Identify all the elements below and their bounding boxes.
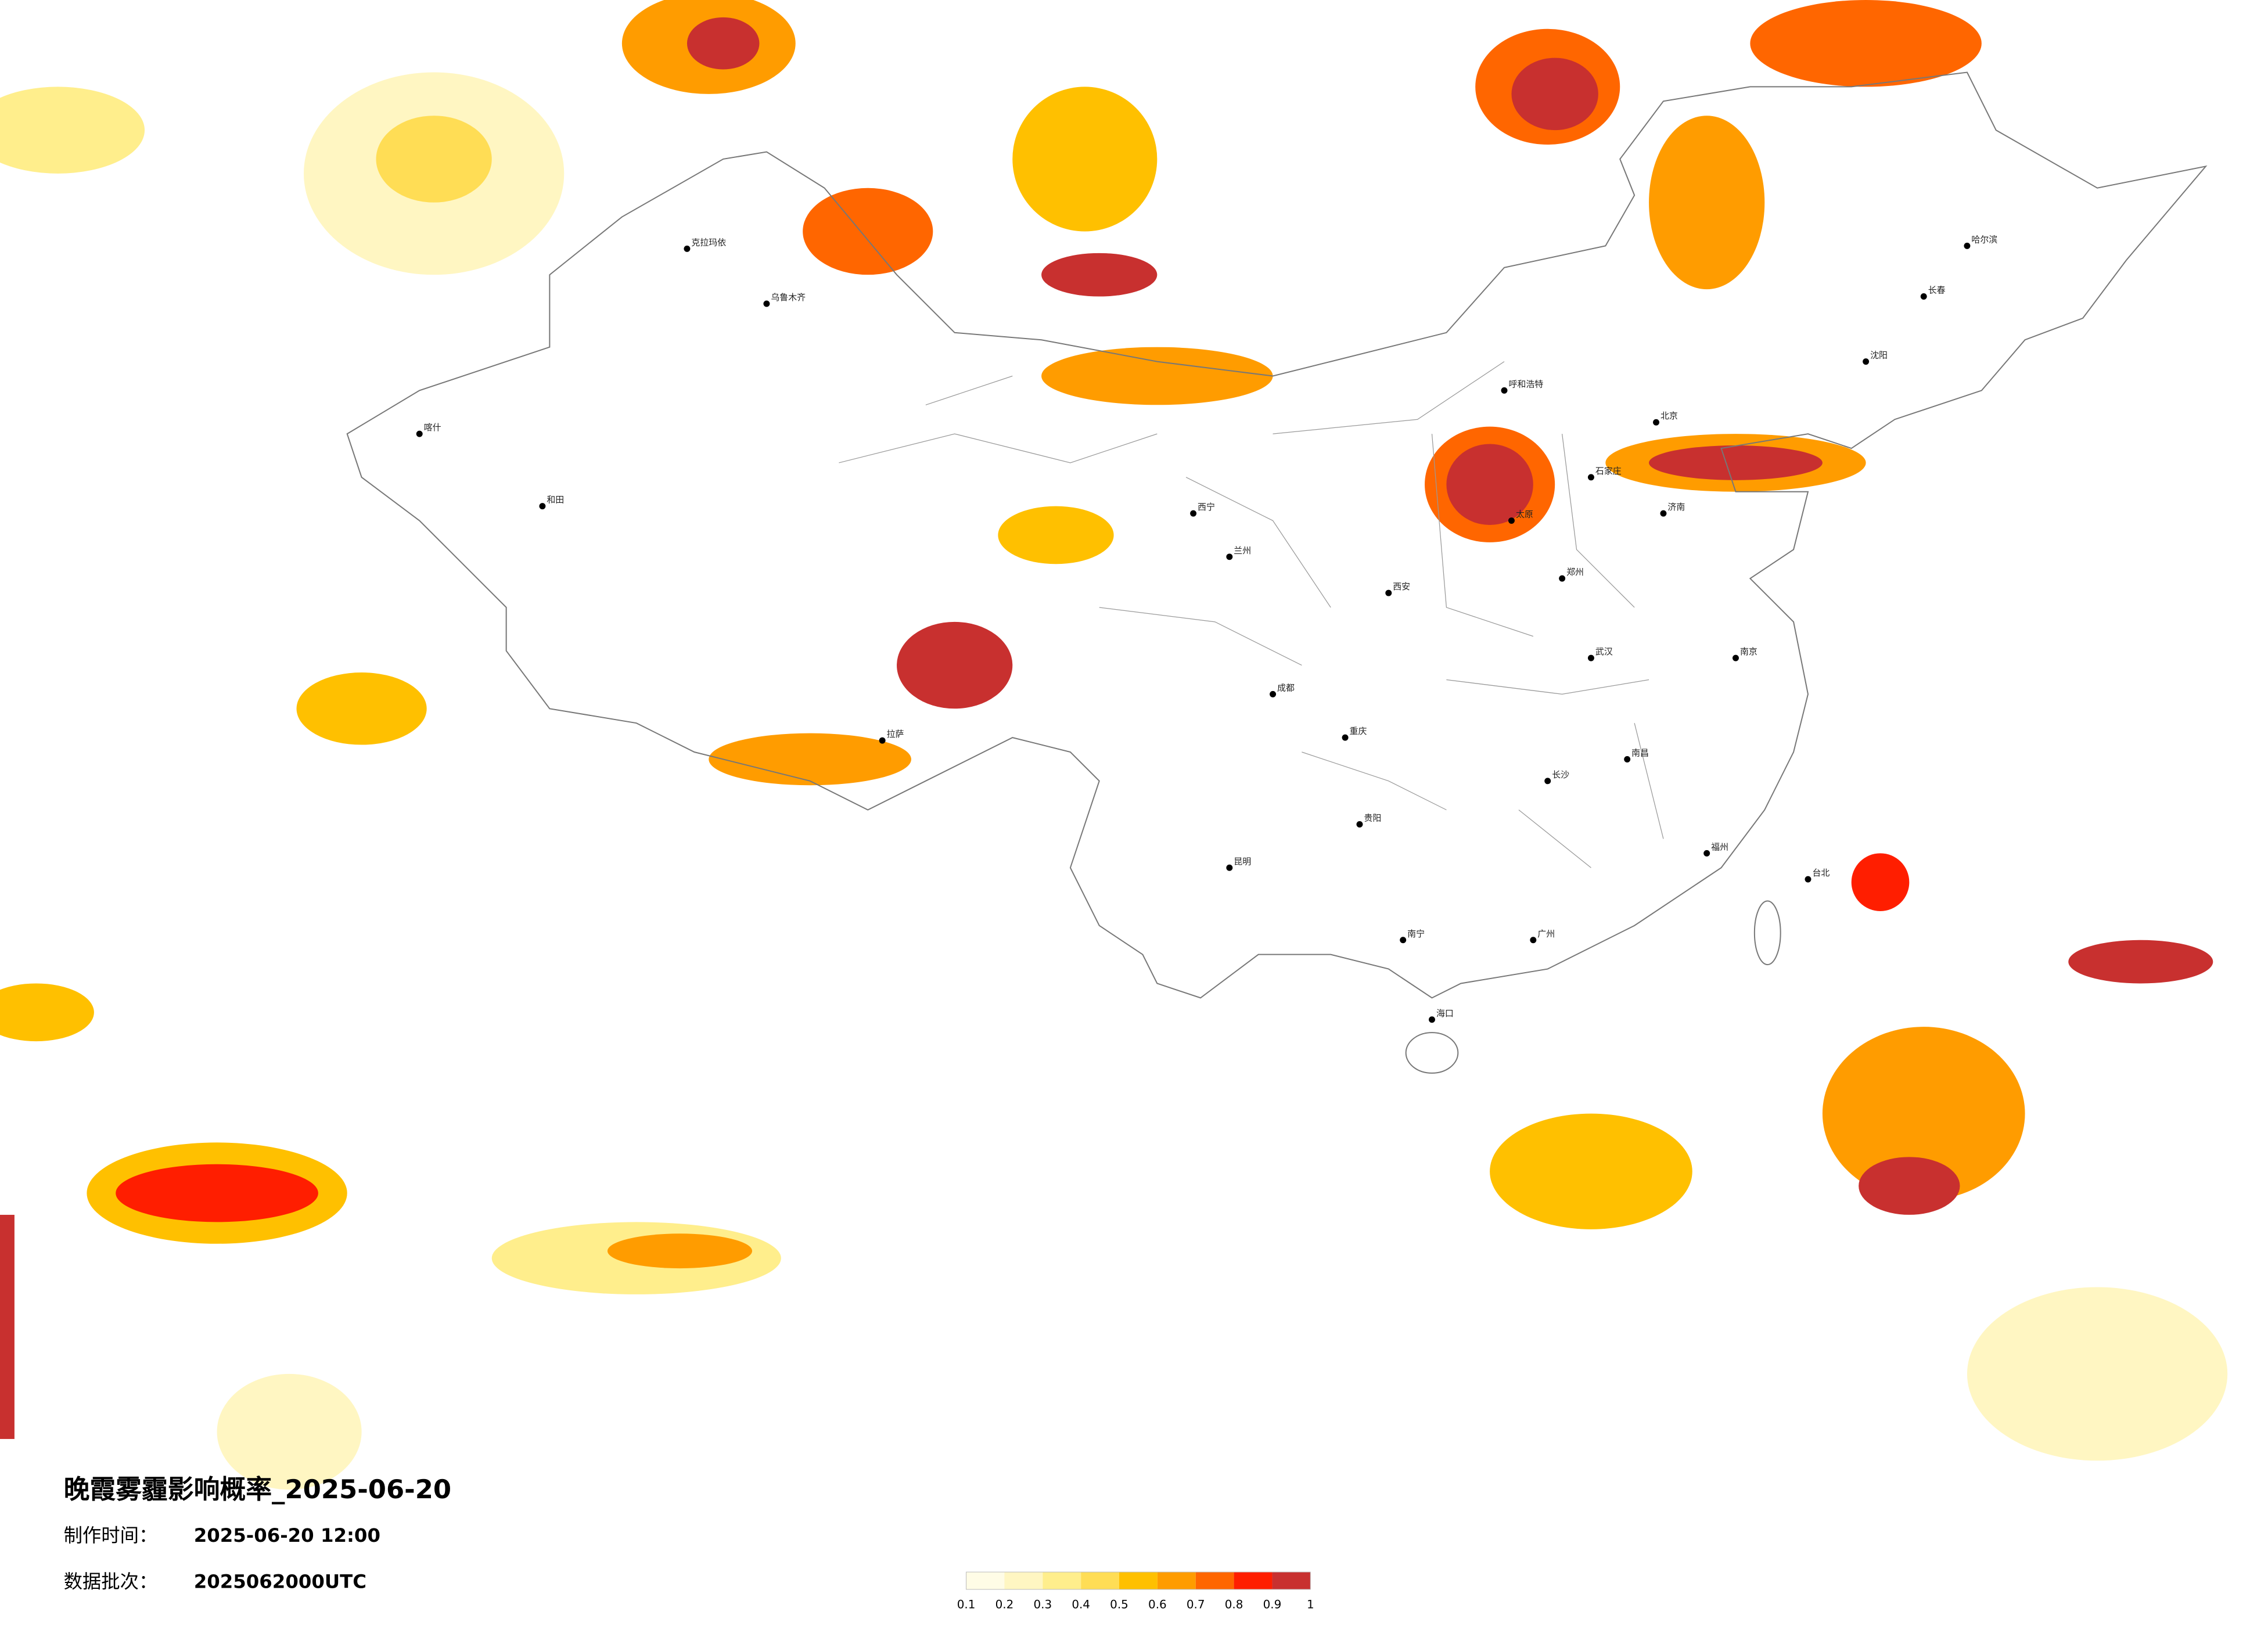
city-label: 喀什 — [424, 422, 441, 433]
city-dot — [1587, 474, 1594, 481]
legend-tick-label: 0.5 — [1110, 1598, 1128, 1611]
city-label: 乌鲁木齐 — [771, 292, 806, 303]
city-label: 济南 — [1667, 502, 1685, 512]
legend-tick-label: 0.3 — [1033, 1598, 1052, 1611]
city-label: 广州 — [1537, 929, 1555, 939]
city-dot — [684, 245, 691, 252]
city-label: 台北 — [1812, 868, 1830, 878]
city-dot — [1226, 864, 1233, 871]
city-label: 哈尔滨 — [1971, 234, 1997, 244]
heat-layer — [0, 0, 2228, 1490]
city-dot — [1400, 937, 1407, 944]
legend: 0.1 0.2 0.3 0.4 0.5 0.6 0.7 0.8 0.9 1 — [957, 1571, 1314, 1611]
island-outline — [1405, 1032, 1459, 1074]
city-label: 长沙 — [1552, 769, 1569, 780]
legend-tick-label: 0.8 — [1225, 1598, 1243, 1611]
city-label: 重庆 — [1350, 726, 1367, 736]
city-dot — [1429, 1016, 1435, 1023]
city-dot — [1356, 821, 1363, 828]
city-label: 武汉 — [1595, 646, 1613, 657]
city-label: 拉萨 — [887, 729, 904, 739]
legend-tick-label: 1 — [1307, 1598, 1314, 1611]
city-label: 石家庄 — [1595, 466, 1622, 476]
city-dot — [763, 300, 770, 307]
country-outline — [346, 71, 2208, 999]
island-outline — [1753, 900, 1781, 966]
legend-swatch — [1234, 1572, 1273, 1589]
legend-swatch — [966, 1572, 1005, 1589]
city-dot — [1733, 654, 1739, 661]
city-label: 呼和浩特 — [1508, 379, 1543, 389]
production-time-value: 2025-06-20 12:00 — [194, 1524, 380, 1546]
legend-tick-label: 0.7 — [1187, 1598, 1205, 1611]
city-dot — [1559, 575, 1566, 582]
legend-tick-label: 0.2 — [995, 1598, 1014, 1611]
city-dot — [1501, 387, 1508, 394]
legend-frame — [966, 1571, 1311, 1590]
city-dot — [1703, 850, 1710, 857]
legend-tick-label: 0.9 — [1263, 1598, 1282, 1611]
city-label: 昆明 — [1234, 856, 1251, 866]
city-dot — [879, 737, 886, 744]
city-dot — [1964, 242, 1971, 249]
city-dot — [1508, 517, 1515, 524]
legend-swatch — [1272, 1572, 1311, 1589]
city-label: 西宁 — [1198, 502, 1215, 512]
city-label: 贵阳 — [1364, 813, 1381, 823]
legend-swatch — [1081, 1572, 1120, 1589]
city-dot — [1385, 589, 1392, 596]
city-label: 沈阳 — [1870, 350, 1888, 361]
city-dot — [1530, 937, 1537, 944]
legend-swatch — [1043, 1572, 1081, 1589]
city-label: 海口 — [1436, 1008, 1454, 1019]
city-label: 北京 — [1660, 411, 1678, 421]
city-dot — [1342, 734, 1349, 741]
city-dot — [1805, 876, 1811, 883]
city-dot — [1544, 778, 1551, 785]
city-label: 兰州 — [1234, 545, 1251, 556]
city-dot — [1587, 654, 1594, 661]
city-dot — [1920, 293, 1927, 300]
city-label: 郑州 — [1566, 567, 1584, 577]
legend-tick-label: 0.4 — [1072, 1598, 1090, 1611]
legend-tick-label: 0.1 — [957, 1598, 976, 1611]
city-label: 和田 — [547, 495, 564, 505]
city-label: 克拉玛依 — [691, 237, 726, 247]
legend-swatch — [1004, 1572, 1043, 1589]
city-dot — [1863, 358, 1870, 365]
city-label: 太原 — [1516, 509, 1533, 520]
legend-swatch — [1195, 1572, 1234, 1589]
city-label: 长春 — [1928, 285, 1946, 296]
city-label: 南京 — [1740, 646, 1757, 657]
map-title: 晚霞雾霾影响概率_2025-06-20 — [64, 1474, 452, 1505]
city-dot — [1270, 690, 1277, 697]
production-time-label: 制作时间： — [64, 1524, 158, 1546]
province-lines — [839, 361, 1664, 868]
city-dot — [1226, 553, 1233, 560]
city-dot — [1660, 510, 1667, 517]
legend-swatch — [1157, 1572, 1196, 1589]
city-label: 西安 — [1393, 581, 1410, 592]
city-label: 南宁 — [1407, 929, 1425, 939]
city-label: 南昌 — [1631, 747, 1649, 758]
city-dot — [416, 430, 423, 437]
legend-swatch — [1119, 1572, 1158, 1589]
city-dot — [1624, 756, 1631, 762]
legend-tick-label: 0.6 — [1148, 1598, 1167, 1611]
data-batch-value: 2025062000UTC — [194, 1570, 366, 1592]
city-dot — [1190, 510, 1197, 517]
data-batch-label: 数据批次： — [64, 1570, 158, 1592]
city-dot — [539, 503, 546, 510]
city-dot — [1653, 419, 1659, 426]
city-label: 成都 — [1277, 682, 1295, 693]
city-label: 福州 — [1711, 841, 1728, 852]
